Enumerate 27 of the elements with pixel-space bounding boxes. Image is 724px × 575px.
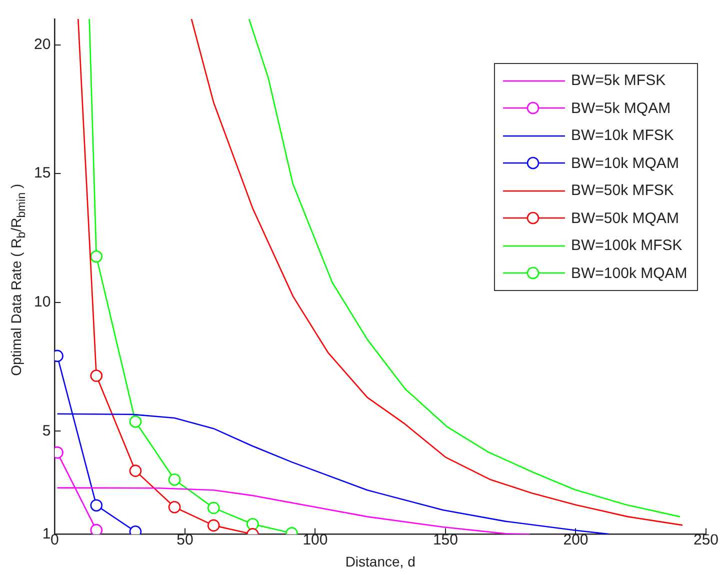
x-tick-label: 200: [563, 531, 588, 548]
legend-label: BW=10k MFSK: [571, 127, 674, 144]
point: [168, 473, 181, 486]
y-tick-label: 1: [42, 525, 51, 542]
point: [129, 415, 142, 428]
y-tick-label: 15: [34, 164, 51, 182]
legend-label: BW=5k MQAM: [571, 100, 671, 117]
x-tick-label: 0: [50, 531, 59, 548]
legend-label: BW=5k MFSK: [571, 72, 666, 90]
point: [168, 501, 181, 514]
y-tick-label: 10: [34, 294, 51, 310]
point: [129, 464, 142, 477]
y-tick-label: 20: [34, 36, 51, 53]
point: [90, 370, 103, 382]
legend-label: BW=100k MFSK: [571, 237, 682, 254]
legend-label: BW=10k MQAM: [571, 154, 679, 172]
point: [246, 518, 259, 530]
point: [207, 519, 220, 532]
y-tick-label: 5: [42, 422, 51, 440]
x-tick-label: 250: [693, 531, 719, 548]
legend-label: BW=50k MFSK: [571, 182, 674, 200]
legend-label: BW=50k MQAM: [571, 210, 679, 227]
x-axis-title: Distance, d: [345, 553, 416, 570]
point: [90, 250, 103, 263]
point: [207, 502, 220, 514]
legend-label: BW=100k MQAM: [571, 264, 688, 282]
x-tick-label: 100: [302, 531, 328, 548]
